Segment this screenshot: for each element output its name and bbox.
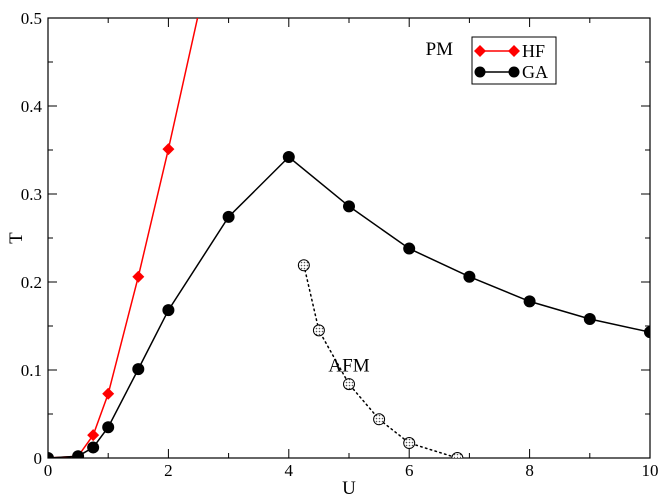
x-tick-label-4: 4 [285,461,294,480]
series-2-line [303,264,459,458]
x-tick-label-10: 10 [642,461,659,480]
series-1-point-8 [343,200,355,213]
y-axis-label: T [6,232,27,244]
series-1-point-11 [523,295,536,308]
legend: HF GA [471,36,557,85]
x-axis-label: U [342,478,356,498]
legend-ga-label: GA [522,62,548,82]
legend-hf-marker-right [508,45,520,57]
legend-ga-marker-left [474,66,486,78]
series-0-point-5 [162,143,175,156]
series-1-point-3 [102,421,115,434]
series-1-point-0 [48,452,54,458]
series-0-point-3 [102,387,115,400]
y-tick-label-2: 0.2 [21,273,42,292]
series-2-point-1 [312,324,325,337]
series-1-point-12 [583,312,596,325]
series-1-point-6 [222,210,235,223]
series-1-point-5 [162,304,175,317]
series-2-point-0 [297,259,310,272]
legend-ga-marker-right [508,66,520,78]
series-1-point-13 [644,326,650,339]
y-tick-label-3: 0.3 [21,185,42,204]
legend-hf-label: HF [522,41,545,61]
series-2-point-3 [373,413,386,426]
y-tick-label-0: 0 [34,449,43,468]
series-group [48,18,650,458]
series-0-line [48,18,199,458]
series-1-point-4 [132,363,145,376]
annotation-pm: PM [426,39,454,60]
series-0-point-2 [87,429,100,442]
series-1-point-7 [282,151,295,164]
series-2-point-4 [403,437,416,450]
x-tick-label-6: 6 [405,461,414,480]
y-tick-label-4: 0.4 [21,97,43,116]
x-tick-label-8: 8 [525,461,534,480]
series-1-point-9 [403,242,416,255]
series-0-point-4 [132,270,145,283]
series-1-point-2 [87,441,100,454]
x-tick-label-0: 0 [44,461,53,480]
legend-hf-marker-left [474,45,486,57]
y-tick-label-1: 0.1 [21,361,42,380]
annotation-afm: AFM [328,356,369,377]
series-2-point-2 [343,378,355,391]
plot-area: 0 2 4 6 8 10 0 0.1 0.2 0.3 0.4 0.5 PM AFM [21,9,659,480]
series-1-point-1 [72,450,85,458]
x-tick-label-2: 2 [164,461,173,480]
series-1-point-10 [463,270,476,283]
y-tick-label-5: 0.5 [21,9,42,28]
series-2-point-5 [451,452,464,458]
plot-frame [47,17,651,459]
